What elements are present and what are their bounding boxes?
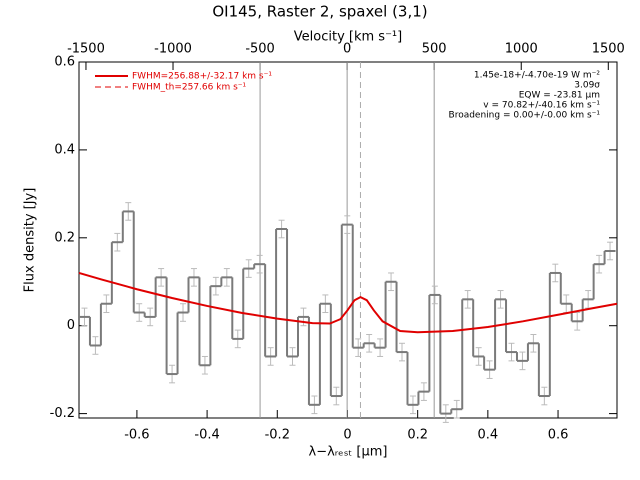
x-tick-label: 0.2 — [407, 428, 428, 443]
annotation: v = 70.82+/-40.16 km s⁻¹ — [483, 101, 600, 111]
annotation: EQW = -23.81 μm — [519, 91, 600, 101]
y-tick-label: 0.2 — [54, 230, 75, 245]
annotation: 3.09σ — [574, 81, 600, 91]
legend-label: FWHM_th=257.66 km s⁻¹ — [132, 83, 247, 93]
x-tick-label: -0.4 — [194, 428, 219, 443]
x-tick-label: 0 — [343, 428, 351, 443]
x2-tick-label: 1500 — [592, 42, 625, 57]
x2-tick-label: 500 — [422, 42, 447, 57]
x-tick-label: 0.4 — [478, 428, 499, 443]
x2-tick-label: -1500 — [67, 42, 105, 57]
y-tick-label: 0.6 — [54, 55, 75, 70]
x2-tick-label: -1000 — [154, 42, 192, 57]
x-tick-label: -0.2 — [265, 428, 290, 443]
x-axis-label: λ−λᵣₑₛₜ [μm] — [309, 445, 388, 460]
annotation: 1.45e-18+/-4.70e-19 W m⁻² — [474, 71, 601, 81]
legend-label: FWHM=256.88+/-32.17 km s⁻¹ — [132, 72, 272, 82]
x2-axis-label: Velocity [km s⁻¹] — [294, 30, 402, 45]
y-axis-label: Flux density [Jy] — [23, 188, 38, 293]
x-tick-label: 0.6 — [548, 428, 569, 443]
x2-tick-label: -500 — [245, 42, 275, 57]
y-tick-label: 0.4 — [54, 142, 75, 157]
annotation: Broadening = 0.00+/-0.00 km s⁻¹ — [449, 111, 601, 121]
chart-title: OI145, Raster 2, spaxel (3,1) — [212, 3, 427, 21]
x2-tick-label: 0 — [343, 42, 351, 57]
y-tick-label: 0 — [67, 318, 75, 333]
y-tick-label: -0.2 — [50, 406, 75, 421]
fit-curve — [78, 272, 618, 334]
plot-frame — [78, 61, 618, 419]
x-tick-label: -0.6 — [124, 428, 149, 443]
x2-tick-label: 1000 — [505, 42, 538, 57]
